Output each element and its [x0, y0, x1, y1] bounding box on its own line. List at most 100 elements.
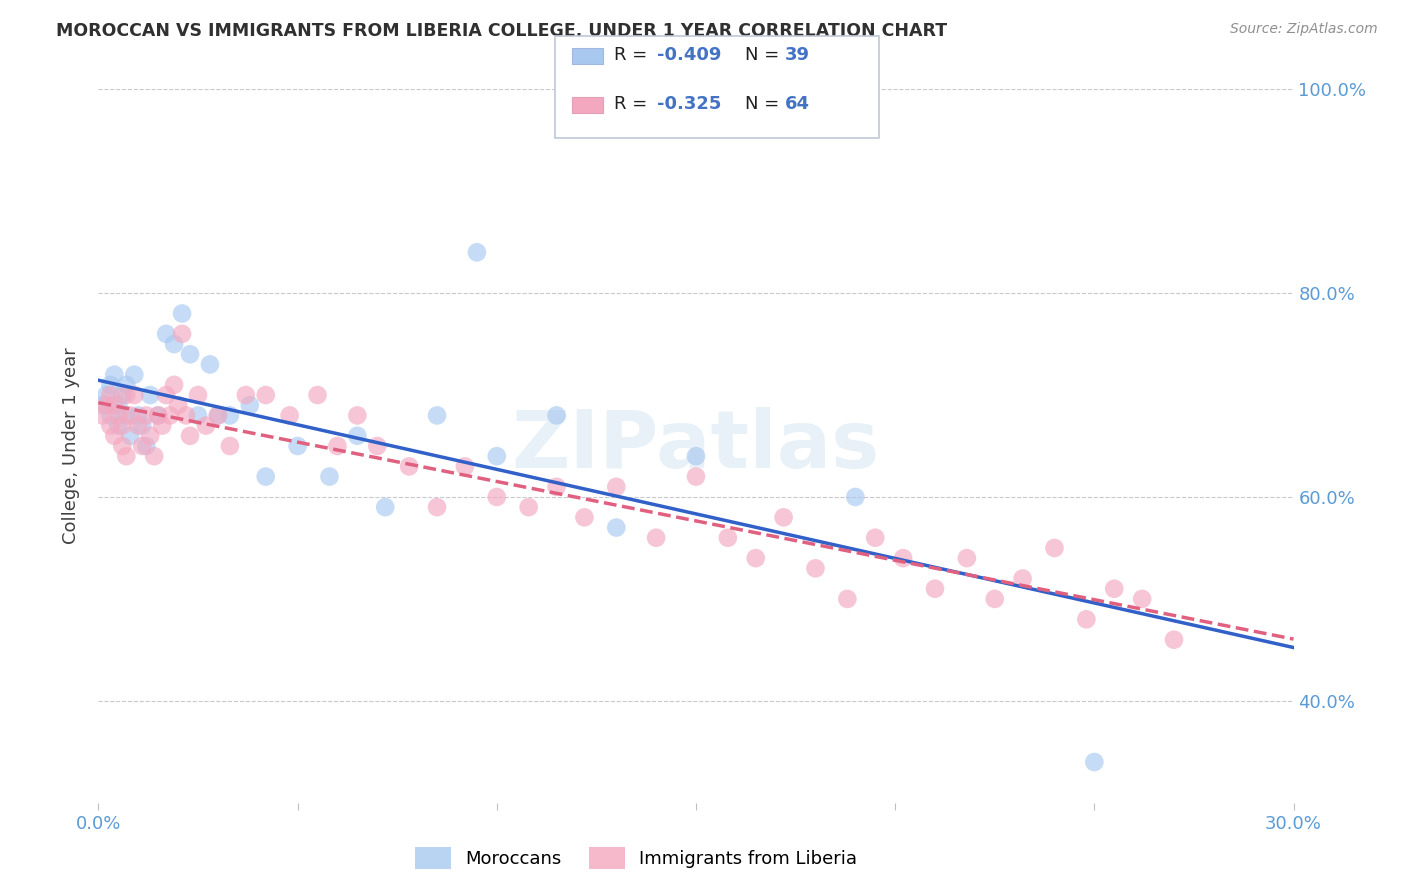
Point — [115, 377, 138, 392]
Point — [98, 377, 122, 392]
Point — [150, 418, 173, 433]
Text: -0.325: -0.325 — [657, 95, 721, 113]
Point — [346, 429, 368, 443]
Point — [891, 551, 914, 566]
Point — [219, 409, 242, 423]
Text: 39: 39 — [785, 46, 810, 64]
Point — [127, 409, 149, 423]
Point — [135, 409, 157, 423]
Text: N =: N = — [745, 46, 785, 64]
Point — [155, 326, 177, 341]
Point — [139, 429, 162, 443]
Point — [207, 409, 229, 423]
Point — [254, 469, 277, 483]
Point — [717, 531, 740, 545]
Point — [485, 449, 508, 463]
Point — [103, 429, 125, 443]
Text: R =: R = — [614, 95, 654, 113]
Point — [131, 439, 153, 453]
Point — [366, 439, 388, 453]
Point — [163, 337, 186, 351]
Point — [1043, 541, 1066, 555]
Point — [107, 409, 129, 423]
Point — [546, 409, 568, 423]
Text: MOROCCAN VS IMMIGRANTS FROM LIBERIA COLLEGE, UNDER 1 YEAR CORRELATION CHART: MOROCCAN VS IMMIGRANTS FROM LIBERIA COLL… — [56, 22, 948, 40]
Point — [111, 418, 134, 433]
Point — [179, 429, 201, 443]
Point — [984, 591, 1007, 606]
Text: R =: R = — [614, 46, 654, 64]
Point — [124, 388, 146, 402]
Point — [804, 561, 827, 575]
Point — [107, 418, 129, 433]
Text: 64: 64 — [785, 95, 810, 113]
Legend: Moroccans, Immigrants from Liberia: Moroccans, Immigrants from Liberia — [408, 839, 865, 876]
Point — [374, 500, 396, 515]
Point — [485, 490, 508, 504]
Point — [135, 439, 157, 453]
Text: N =: N = — [745, 95, 785, 113]
Point — [98, 388, 122, 402]
Point — [187, 409, 209, 423]
Point — [685, 449, 707, 463]
Point — [163, 377, 186, 392]
Point — [239, 398, 262, 412]
Point — [287, 439, 309, 453]
Point — [207, 409, 229, 423]
Point — [837, 591, 859, 606]
Point — [865, 531, 887, 545]
Point — [605, 480, 627, 494]
Point — [107, 398, 129, 412]
Point — [1011, 572, 1033, 586]
Point — [103, 368, 125, 382]
Point — [235, 388, 257, 402]
Point — [465, 245, 488, 260]
Point — [174, 409, 197, 423]
Point — [187, 388, 209, 402]
Point — [143, 449, 166, 463]
Point — [139, 388, 162, 402]
Point — [1130, 591, 1153, 606]
Point — [454, 459, 477, 474]
Point — [318, 469, 340, 483]
Point — [685, 469, 707, 483]
Point — [124, 368, 146, 382]
Point — [98, 409, 122, 423]
Point — [346, 409, 368, 423]
Point — [924, 582, 946, 596]
Point — [91, 409, 114, 423]
Point — [115, 388, 138, 402]
Point — [307, 388, 329, 402]
Point — [148, 409, 170, 423]
Point — [172, 306, 194, 320]
Point — [96, 398, 118, 412]
Point — [111, 388, 134, 402]
Point — [120, 409, 142, 423]
Point — [278, 409, 301, 423]
Point — [326, 439, 349, 453]
Point — [772, 510, 794, 524]
Point — [426, 409, 449, 423]
Point — [546, 480, 568, 494]
Point — [398, 459, 420, 474]
Point — [745, 551, 768, 566]
Point — [605, 520, 627, 534]
Point — [111, 439, 134, 453]
Point — [98, 418, 122, 433]
Point — [1104, 582, 1126, 596]
Point — [179, 347, 201, 361]
Point — [574, 510, 596, 524]
Point — [127, 418, 149, 433]
Point — [1163, 632, 1185, 647]
Point — [131, 418, 153, 433]
Point — [155, 388, 177, 402]
Text: ZIPatlas: ZIPatlas — [512, 407, 880, 485]
Text: -0.409: -0.409 — [657, 46, 721, 64]
Point — [167, 398, 190, 412]
Point — [1083, 755, 1105, 769]
Point — [115, 409, 138, 423]
Point — [198, 358, 221, 372]
Point — [195, 418, 218, 433]
Point — [115, 449, 138, 463]
Point — [956, 551, 979, 566]
